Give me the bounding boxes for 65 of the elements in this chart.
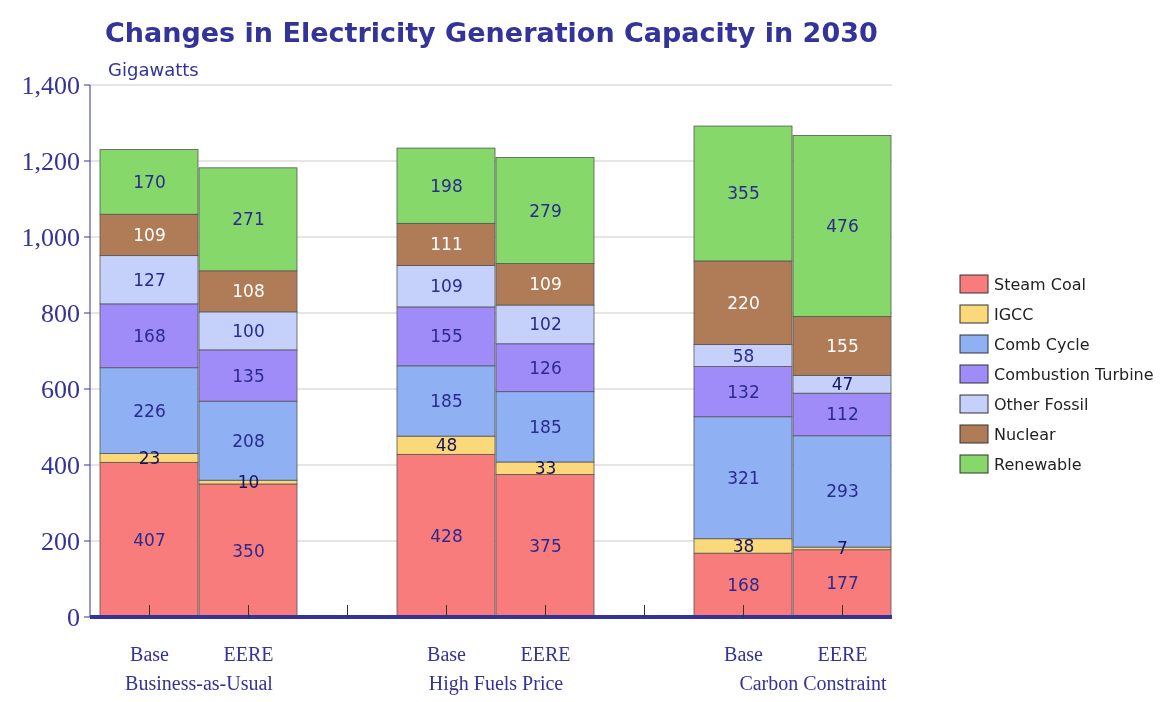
- data-label: 48: [435, 435, 458, 456]
- y-tick-label: 1,000: [21, 223, 80, 252]
- data-label: 185: [430, 390, 463, 411]
- data-label: 375: [529, 535, 562, 556]
- data-label: 355: [727, 183, 760, 204]
- data-label: 109: [133, 224, 166, 245]
- data-label: 109: [529, 274, 562, 295]
- x-tick-label: EERE: [223, 643, 274, 665]
- legend-label: Combustion Turbine: [994, 365, 1154, 384]
- data-label: 168: [133, 325, 166, 346]
- data-label: 208: [232, 430, 265, 451]
- data-label: 109: [430, 276, 463, 297]
- y-tick-label: 400: [41, 451, 80, 480]
- chart-title: Changes in Electricity Generation Capacity in 2030: [105, 17, 878, 48]
- data-label: 321: [727, 467, 760, 488]
- data-label: 168: [727, 575, 760, 596]
- data-label: 155: [430, 326, 463, 347]
- legend-label: Nuclear: [994, 425, 1056, 444]
- x-tick-label: Base: [724, 643, 764, 665]
- data-label: 293: [826, 481, 859, 502]
- y-tick-label: 800: [41, 299, 80, 328]
- data-label: 47: [831, 374, 854, 395]
- data-label: 177: [826, 573, 859, 594]
- legend-label: Renewable: [994, 455, 1082, 474]
- y-axis-title: Gigawatts: [108, 59, 199, 80]
- data-label: 135: [232, 365, 265, 386]
- data-label: 350: [232, 540, 265, 561]
- data-label: 271: [232, 209, 265, 230]
- data-label: 38: [732, 535, 755, 556]
- x-tick-label: Base: [130, 643, 170, 665]
- data-label: 428: [430, 525, 463, 546]
- x-tick-label: Base: [427, 643, 467, 665]
- text: Business-as-Usual: [125, 672, 274, 694]
- data-label: 58: [732, 345, 755, 366]
- data-label: 279: [529, 200, 562, 221]
- legend-label: Comb Cycle: [994, 335, 1090, 354]
- y-tick-label: 1,200: [21, 147, 80, 176]
- data-label: 170: [133, 171, 166, 192]
- data-label: 102: [529, 314, 562, 335]
- data-label: 127: [133, 269, 166, 290]
- text: High Fuels Price: [428, 672, 564, 695]
- x-tick-label: EERE: [520, 643, 571, 665]
- legend-label: Other Fossil: [994, 395, 1089, 414]
- data-label: 111: [430, 234, 463, 255]
- data-label: 198: [430, 175, 463, 196]
- y-tick-label: 1,400: [21, 71, 80, 100]
- text: Carbon Constraint: [739, 672, 888, 694]
- legend-label: IGCC: [994, 305, 1034, 324]
- data-label: 126: [529, 357, 562, 378]
- data-label: 407: [133, 529, 166, 550]
- y-tick-label: 200: [41, 527, 80, 556]
- data-label: 155: [826, 335, 859, 356]
- data-label: 108: [232, 281, 265, 302]
- data-label: 226: [133, 400, 166, 421]
- data-label: 33: [534, 458, 557, 479]
- data-label: 185: [529, 416, 562, 437]
- data-label: 132: [727, 381, 760, 402]
- data-label: 220: [727, 292, 760, 313]
- y-tick-label: 0: [67, 603, 80, 632]
- legend-label: Steam Coal: [994, 275, 1086, 294]
- data-label: 476: [826, 215, 859, 236]
- data-label: 100: [232, 320, 265, 341]
- data-label: 112: [826, 404, 859, 425]
- x-tick-label: EERE: [817, 643, 868, 665]
- y-tick-label: 600: [41, 375, 80, 404]
